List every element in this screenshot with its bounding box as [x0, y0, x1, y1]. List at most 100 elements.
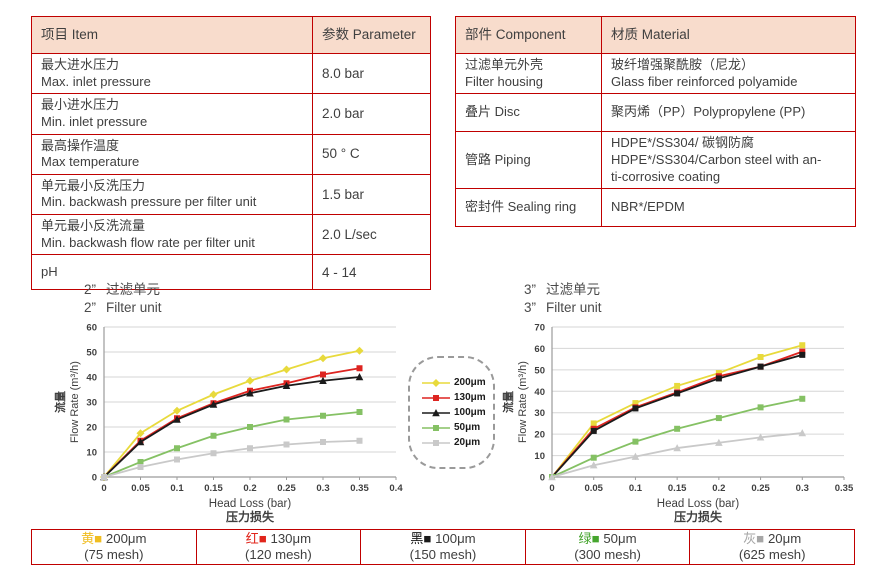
legend-label: 20μm	[454, 437, 481, 448]
y-tick-label: 30	[86, 398, 97, 409]
series-marker-20μm	[137, 464, 144, 471]
color-swatch: 绿■	[578, 530, 600, 546]
series-marker-20μm	[756, 433, 765, 441]
chart-3in-filter-unit: 3” 过滤单元 3” Filter unit 0 10 20 30 40 50 60 70 0 0.0…	[496, 281, 862, 525]
series-marker-50μm	[356, 409, 363, 416]
material-material-line: ti-corrosive coating	[611, 168, 721, 184]
legend-label: 50μm	[454, 422, 481, 433]
y-tick-label: 70	[534, 323, 545, 334]
series-marker-200μm	[173, 406, 181, 415]
mesh-legend-cell-100μm: 黑■ 100μm (150 mesh)	[361, 530, 526, 564]
mesh-legend-size: 100μm	[431, 530, 476, 546]
chart-3in-title-size-en: 3”	[524, 299, 537, 315]
series-marker-100μm	[799, 351, 806, 358]
series-line-200μm	[103, 349, 360, 478]
series-marker-50μm	[247, 424, 253, 431]
spec-item-line: 单元最小反洗压力	[41, 177, 146, 193]
spec-param-cell: 2.0 bar	[312, 93, 431, 135]
table-row: 单元最小反洗流量 Min. backwash flow rate per filt…	[31, 213, 431, 256]
mesh-legend-cell-130μm: 红■ 130μm (120 mesh)	[197, 530, 362, 564]
mesh-legend-size-line: 绿■ 50μm	[526, 531, 690, 548]
spec-item-cell: 单元最小反洗压力 Min. backwash pressure per filte…	[31, 173, 313, 216]
spec-table-header-item: 项目 Item	[31, 16, 313, 54]
series-line-50μm	[551, 397, 803, 478]
y-tick-label: 50	[86, 348, 97, 359]
material-component-line: 叠片 Disc	[465, 104, 520, 120]
series-marker-50μm	[174, 445, 180, 452]
series-marker-200μm	[715, 370, 722, 377]
spec-item-line: 最高操作温度	[41, 137, 120, 153]
legend-marker-130μm	[422, 394, 450, 401]
series-marker-100μm	[715, 375, 722, 382]
series-marker-20μm	[631, 452, 640, 460]
material-table-header-row: 部件 Component 材质 Material	[455, 16, 856, 54]
spec-table-header-parameter: 参数 Parameter	[312, 16, 431, 54]
legend-marker-shape	[433, 424, 439, 431]
chart-2in-title: 2” 过滤单元 2” Filter unit	[48, 281, 414, 316]
series-marker-100μm	[674, 390, 681, 397]
y-axis-label-cn: 流量	[53, 391, 67, 413]
legend-marker-shape	[433, 394, 439, 401]
spec-item-line: 最小进水压力	[41, 97, 120, 113]
spec-item-cell: 最小进水压力 Min. inlet pressure	[31, 93, 313, 135]
y-axis-label-en: Flow Rate (m³/h)	[69, 361, 81, 443]
mesh-legend-mesh: (75 mesh)	[84, 547, 144, 562]
material-material-cell: 聚丙烯（PP）Polypropylene (PP)	[601, 93, 856, 133]
series-marker-20μm	[798, 429, 807, 437]
chart-2in-title-cn: 过滤单元	[106, 282, 161, 297]
material-component-cell: 密封件 Sealing ring	[455, 188, 602, 228]
legend-marker-20μm	[422, 439, 450, 446]
y-tick-label: 20	[86, 423, 97, 434]
y-tick-label: 60	[86, 323, 97, 334]
series-marker-200μm	[355, 346, 364, 355]
spec-item-line: 单元最小反洗流量	[41, 218, 146, 233]
material-component-cell: 叠片 Disc	[455, 93, 602, 133]
series-marker-100μm	[282, 381, 291, 390]
x-tick-label: 0	[101, 483, 106, 494]
legend-marker-100μm	[422, 408, 450, 416]
series-marker-200μm	[590, 420, 597, 427]
mesh-legend-size: 130μm	[266, 530, 312, 546]
series-marker-100μm	[757, 363, 764, 370]
spec-item-line: pH	[41, 263, 58, 279]
material-material-cell: HDPE*/SS304/ 碳钢防腐 HDPE*/SS304/Carbon stee…	[601, 131, 856, 190]
legend-marker-50μm	[422, 424, 450, 431]
series-line-100μm	[103, 376, 360, 478]
x-tick-label: 0.3	[316, 483, 329, 494]
legend-label: 200μm	[454, 377, 486, 388]
series-marker-50μm	[210, 432, 217, 439]
series-marker-50μm	[715, 415, 722, 422]
x-axis-label-cn: 压力损失	[226, 509, 275, 524]
mesh-legend-cell-20μm: 灰■ 20μm (625 mesh)	[690, 530, 854, 564]
y-tick-label: 30	[534, 408, 545, 419]
legend-marker-shape	[433, 439, 439, 446]
table-row: 密封件 Sealing ring NBR*/EPDM	[455, 188, 856, 228]
material-material-line: NBR*/EPDM	[611, 199, 685, 215]
spec-param-cell: 50 ° C	[312, 133, 431, 175]
x-tick-label: 0.2	[243, 483, 256, 494]
chart-2in-title-size-cn: 2”	[84, 282, 97, 297]
material-material-line: HDPE*/SS304/ 碳钢防腐	[611, 135, 755, 151]
material-component-line: 管路 Piping	[465, 151, 531, 167]
series-marker-100μm	[319, 376, 327, 385]
spec-item-line: Max temperature	[41, 154, 140, 170]
y-tick-label: 0	[540, 473, 545, 484]
x-tick-label: 0.4	[389, 483, 403, 494]
x-tick-label: 0.35	[350, 483, 369, 494]
series-marker-100μm	[355, 373, 364, 381]
material-material-line: Glass fiber reinforced polyamide	[611, 73, 798, 89]
y-tick-label: 40	[86, 373, 97, 384]
spec-table-body: 最大进水压力 Max. inlet pressure 8.0 bar 最小进水压力 Mi…	[31, 52, 431, 291]
x-axis-label-cn: 压力损失	[674, 509, 723, 524]
chart-2in-title-size-en: 2”	[84, 299, 97, 315]
spec-param-cell: 4 - 14	[312, 254, 431, 291]
chart-3in-plot: 0 10 20 30 40 50 60 70 0 0.05 0.1 0.15 0.2 0.25 0.3 0.3…	[501, 323, 854, 525]
series-marker-200μm	[209, 390, 218, 399]
material-material-cell: NBR*/EPDM	[601, 188, 856, 228]
series-marker-200μm	[632, 400, 639, 407]
series-marker-130μm	[320, 371, 326, 378]
spec-param-cell: 2.0 L/sec	[312, 213, 431, 256]
series-line-50μm	[103, 411, 360, 478]
series-marker-50μm	[320, 412, 326, 419]
